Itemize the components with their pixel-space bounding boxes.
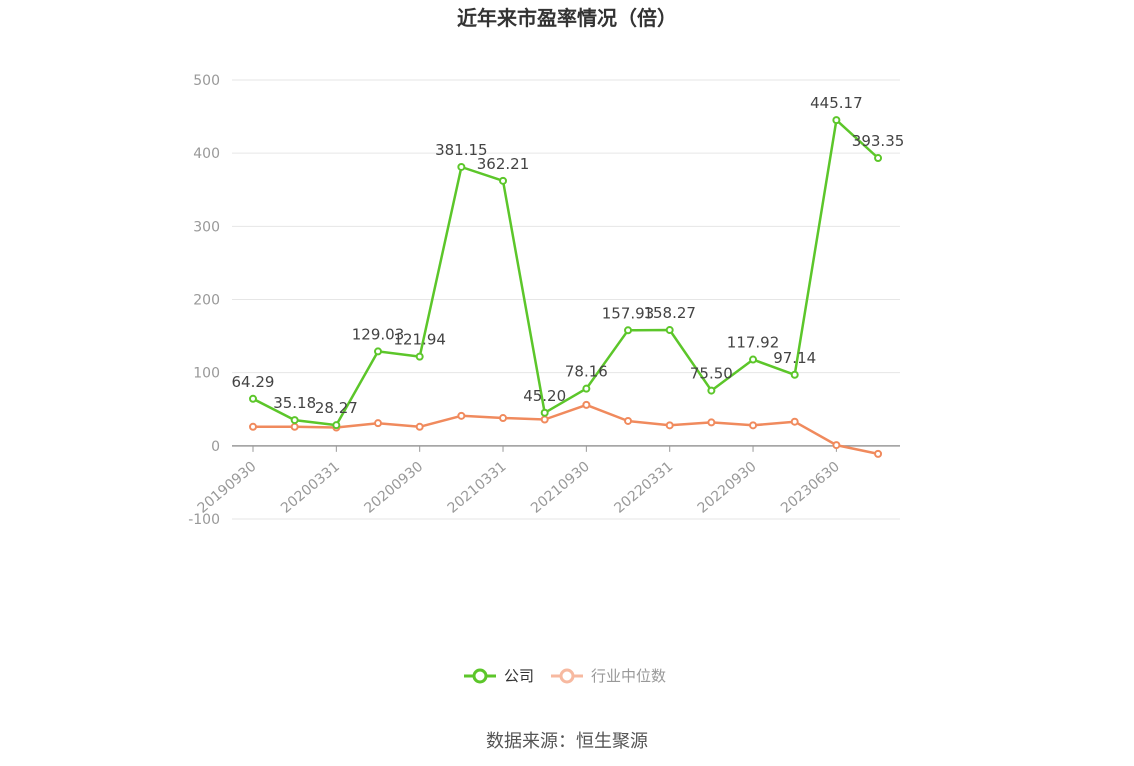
data-label: 35.18 [273, 394, 316, 412]
series-line-1 [253, 403, 879, 456]
series-point-0 [624, 326, 633, 335]
x-tick-label: 20230630 [778, 459, 843, 517]
y-tick-label: 0 [211, 439, 220, 455]
x-tick-label: 20200930 [361, 459, 426, 517]
series-point-0 [665, 326, 674, 335]
data-label: 117.92 [727, 334, 780, 352]
series-point-1 [457, 411, 466, 420]
legend-industry-label: 行业中位数 [591, 667, 666, 685]
y-tick-label: 300 [193, 219, 220, 235]
chart-title: 近年来市盈率情况（倍） [457, 6, 677, 30]
y-axis: -100 0 100 200 300 400 500 [188, 73, 220, 528]
series-point-1 [499, 414, 508, 423]
data-label: 158.27 [643, 304, 696, 322]
series-point-1 [582, 400, 591, 409]
data-label: 97.14 [773, 349, 816, 367]
y-tick-label: -100 [188, 512, 220, 528]
series-point-0 [582, 384, 591, 393]
legend-company-label: 公司 [504, 667, 534, 685]
data-label: 362.21 [477, 155, 530, 173]
x-tick-label: 20200331 [278, 459, 343, 517]
data-label: 45.20 [523, 387, 566, 405]
data-label: 381.15 [435, 141, 488, 159]
data-label: 157.93 [602, 304, 655, 322]
series-point-1 [415, 422, 424, 431]
series-point-0 [540, 408, 549, 417]
y-tick-label: 100 [193, 366, 220, 382]
series-point-0 [749, 355, 758, 364]
data-label: 64.29 [232, 373, 275, 391]
x-tick-label: 20210331 [445, 459, 510, 517]
series-point-0 [332, 421, 341, 430]
x-tick-label: 20220930 [695, 459, 760, 517]
data-points [249, 116, 883, 458]
y-tick-label: 500 [193, 73, 220, 89]
grid-lines [232, 79, 900, 520]
data-label: 75.50 [690, 365, 733, 383]
series-point-0 [290, 416, 299, 425]
series-point-1 [665, 421, 674, 430]
data-label: 78.16 [565, 363, 608, 381]
y-tick-label: 200 [193, 293, 220, 309]
series-point-1 [624, 416, 633, 425]
x-axis: 20190930 20200331 20200930 20210331 20210930… [195, 445, 900, 517]
series-line-0 [252, 118, 879, 427]
source-note: 数据来源：恒生聚源 [486, 731, 648, 752]
series-point-0 [374, 347, 383, 356]
y-tick-label: 400 [193, 146, 220, 162]
data-label: 393.35 [852, 132, 905, 150]
data-label: 28.27 [315, 399, 358, 417]
series-point-1 [749, 421, 758, 430]
legend-company-marker [472, 668, 488, 684]
series-point-1 [249, 422, 257, 431]
x-tick-label: 20210930 [528, 459, 593, 517]
x-tick-label: 20190930 [195, 459, 260, 517]
series-point-1 [707, 418, 716, 427]
series-point-1 [874, 449, 883, 458]
legend[interactable]: 公司 行业中位数 [464, 667, 666, 685]
series-lines [252, 118, 879, 456]
series-point-0 [415, 352, 424, 361]
series-point-0 [249, 394, 257, 403]
legend-item-company[interactable]: 公司 [464, 667, 534, 685]
series-point-1 [790, 417, 799, 426]
series-point-0 [707, 386, 716, 395]
series-point-1 [832, 441, 841, 450]
series-point-0 [790, 370, 799, 379]
data-label: 445.17 [810, 94, 863, 112]
data-label: 129.03 [352, 325, 405, 343]
series-point-0 [832, 116, 841, 125]
series-point-0 [874, 154, 883, 163]
series-point-1 [290, 422, 299, 431]
series-point-1 [540, 415, 549, 424]
series-point-1 [374, 419, 383, 428]
series-point-0 [499, 176, 508, 185]
data-label: 121.94 [393, 331, 446, 349]
x-tick-label: 20220331 [611, 459, 676, 517]
series-point-0 [457, 162, 466, 171]
legend-item-industry-median[interactable]: 行业中位数 [551, 667, 666, 685]
legend-industry-marker [559, 668, 575, 684]
